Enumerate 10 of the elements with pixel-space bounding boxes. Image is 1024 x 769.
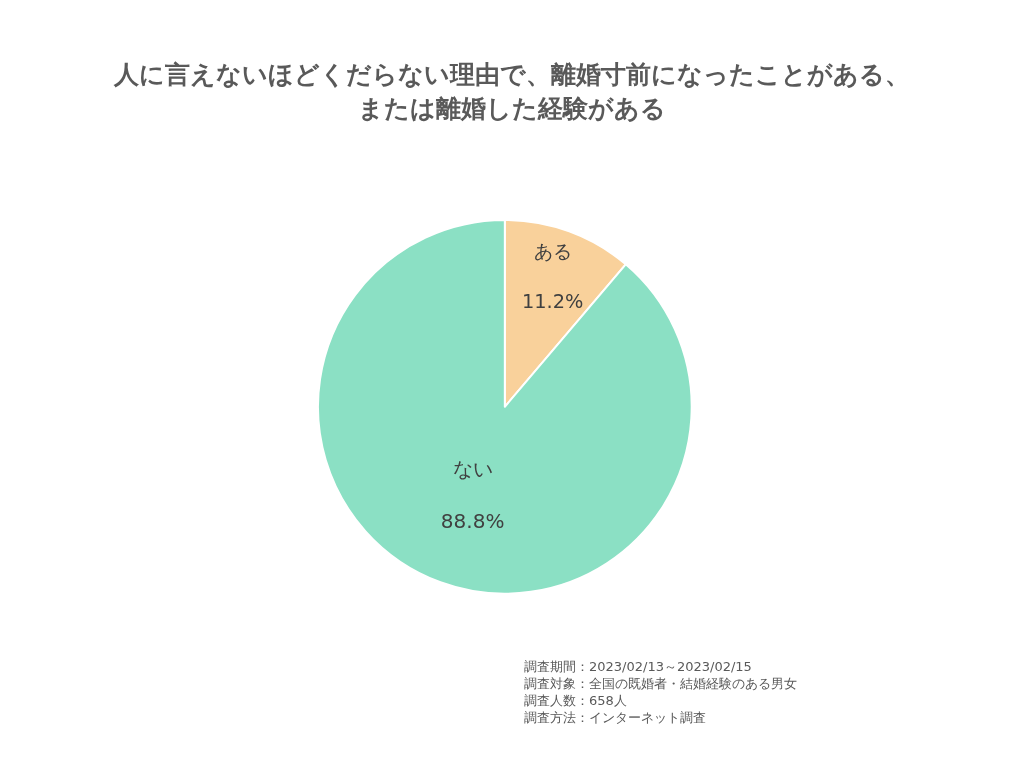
text: 調査方法：インターネット調査 [524, 709, 706, 725]
text: 調査対象：全国の既婚者・結婚経験のある男女 [524, 675, 797, 691]
data-label: 88.8% [440, 508, 505, 533]
slice-label: ある [533, 239, 572, 263]
chart-title: 人に言えないほどくだらない理由で、離婚寸前になったことがある、または離婚した経験がある [113, 59, 911, 125]
text: 調査期間：2023/02/13～2023/02/15 [524, 659, 752, 674]
slice-label: ない [452, 456, 493, 481]
text: 調査人数：658人 [524, 692, 627, 708]
pie-slice [316, 218, 693, 595]
data-label: 11.2% [522, 290, 584, 314]
